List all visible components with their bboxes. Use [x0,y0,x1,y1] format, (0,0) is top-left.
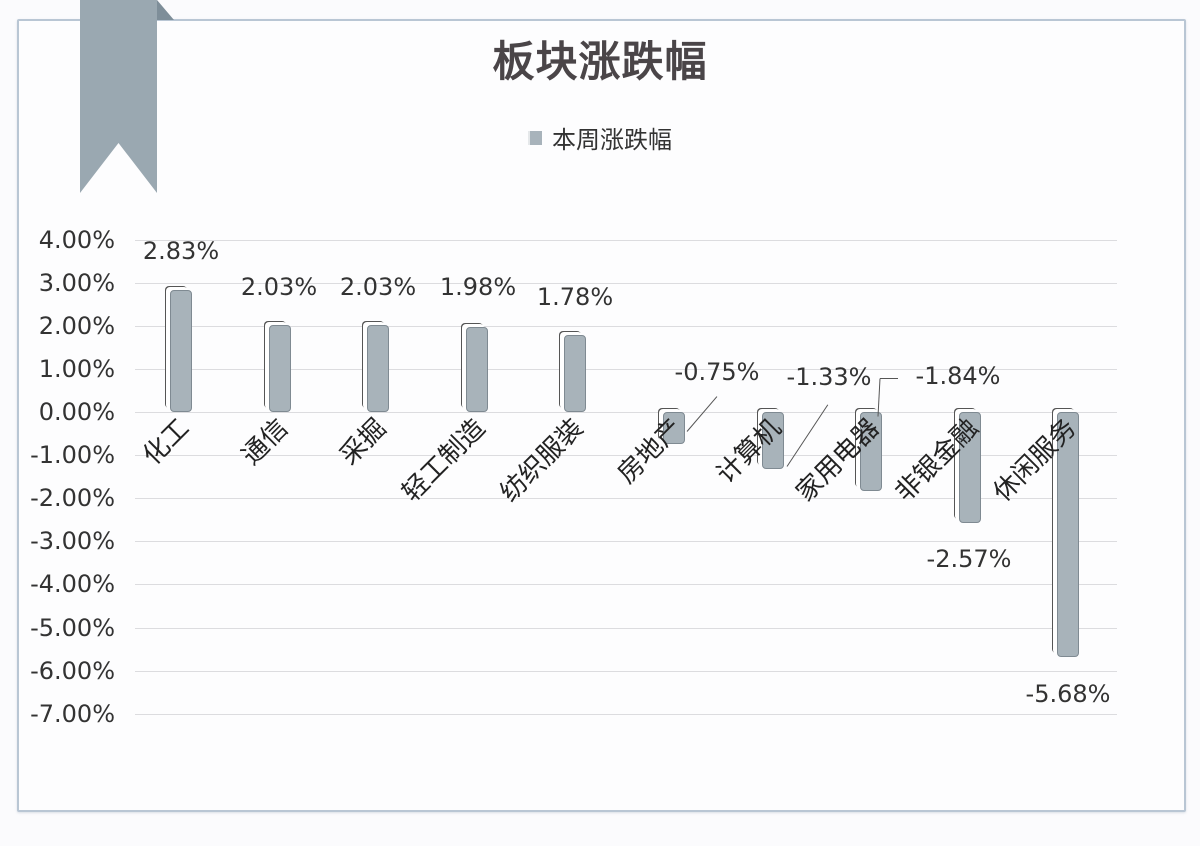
gridline [135,455,1117,457]
leader-line [877,378,881,417]
chart-frame [17,19,1186,812]
gridline [135,282,1117,284]
bar-6 [761,412,784,470]
y-tick-label: 1.00% [38,354,115,383]
gridline [135,584,1117,586]
data-label: -0.75% [674,358,760,386]
data-label: -5.68% [1025,680,1111,708]
gridline [135,412,1117,413]
data-label: 1.98% [439,273,517,301]
bar-3 [465,326,488,412]
legend-swatch-icon [528,130,542,145]
y-tick-label: -6.00% [30,656,115,685]
data-label: -2.57% [926,545,1012,573]
legend: 本周涨跌幅 [0,120,1200,155]
data-label: -1.84% [915,362,1001,390]
bar-4 [564,335,587,412]
category-label: 轻工制造 [396,413,492,508]
ribbon-fold-icon [157,0,174,20]
gridline [135,498,1117,500]
leader-line [880,378,898,379]
y-tick-label: 3.00% [38,268,115,297]
y-tick-label: 2.00% [38,311,115,340]
y-tick-label: -1.00% [30,441,115,470]
gridline [135,713,1117,715]
bar-7 [860,412,883,492]
bar-9 [1057,412,1080,657]
data-label: 2.03% [240,273,318,301]
category-label: 通信 [235,413,294,472]
data-label: 2.83% [142,237,220,265]
y-tick-label: 0.00% [38,398,115,426]
leader-line [686,396,718,432]
gridline [135,239,1117,241]
bar-8 [958,412,981,523]
y-tick-label: -5.00% [30,613,115,642]
bar-1 [268,324,291,412]
category-label: 纺织服装 [495,413,590,508]
legend-label: 本周涨跌幅 [552,126,672,154]
category-label: 化工 [137,413,196,472]
gridline [135,670,1117,672]
gridline [135,627,1117,629]
bar-5 [663,412,685,445]
gridline [135,541,1117,543]
y-tick-label: -7.00% [30,699,115,728]
chart-title: 板块涨跌幅 [492,37,708,86]
bar-0 [170,290,192,412]
y-tick-label: -2.00% [30,484,115,513]
y-tick-label: -4.00% [30,570,115,599]
gridline [135,325,1117,327]
bookmark-ribbon-icon [80,0,157,193]
data-label: -1.33% [786,363,872,391]
y-tick-label: -3.00% [30,527,115,556]
data-label: 1.78% [536,283,614,311]
data-label: 2.03% [339,273,417,301]
category-label: 采掘 [334,413,393,472]
gridline [135,368,1117,370]
y-tick-label: 4.00% [38,225,115,254]
bar-2 [367,324,390,412]
